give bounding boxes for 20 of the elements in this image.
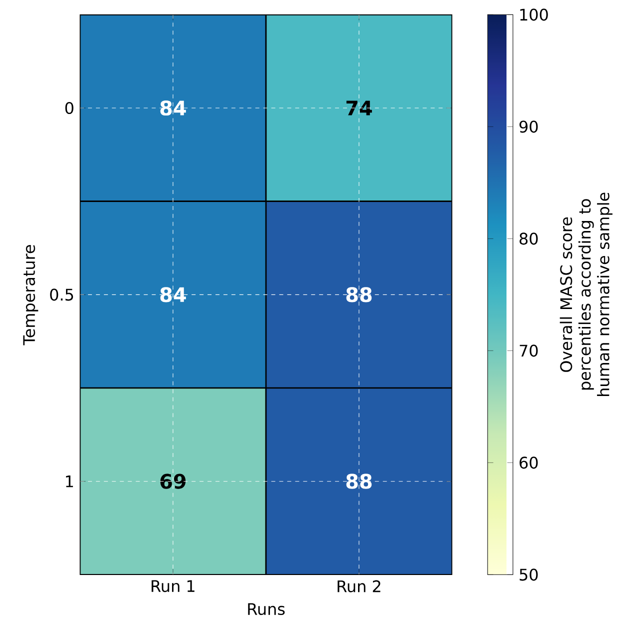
color-bar-label: 50 — [520, 568, 538, 581]
y-tick-label: 1 — [66, 476, 73, 488]
x-axis-title: Runs — [248, 603, 285, 616]
data-label: 88 — [346, 474, 372, 489]
data-label: 74 — [346, 100, 372, 116]
data-label: 88 — [346, 287, 372, 302]
y-axis-title: Temperature — [23, 245, 38, 346]
x-tick-label: Run 2 — [338, 580, 380, 592]
data-label: 84 — [160, 100, 186, 116]
color-bar-label: 70 — [520, 344, 538, 357]
color-bar-title: Overall MASC score percentiles according to human normative sample — [560, 192, 612, 396]
data-label: 84 — [160, 287, 186, 302]
x-tick-label: Run 1 — [152, 580, 194, 592]
color-bar-label: 80 — [520, 232, 538, 245]
color-bar-label: 60 — [520, 456, 538, 469]
y-tick-label: 0 — [65, 102, 74, 114]
y-tick-label: 0.5 — [50, 288, 74, 301]
color-bar-label: 100 — [520, 8, 548, 21]
data-label: 69 — [160, 474, 186, 489]
color-bar-label: 90 — [520, 120, 538, 133]
